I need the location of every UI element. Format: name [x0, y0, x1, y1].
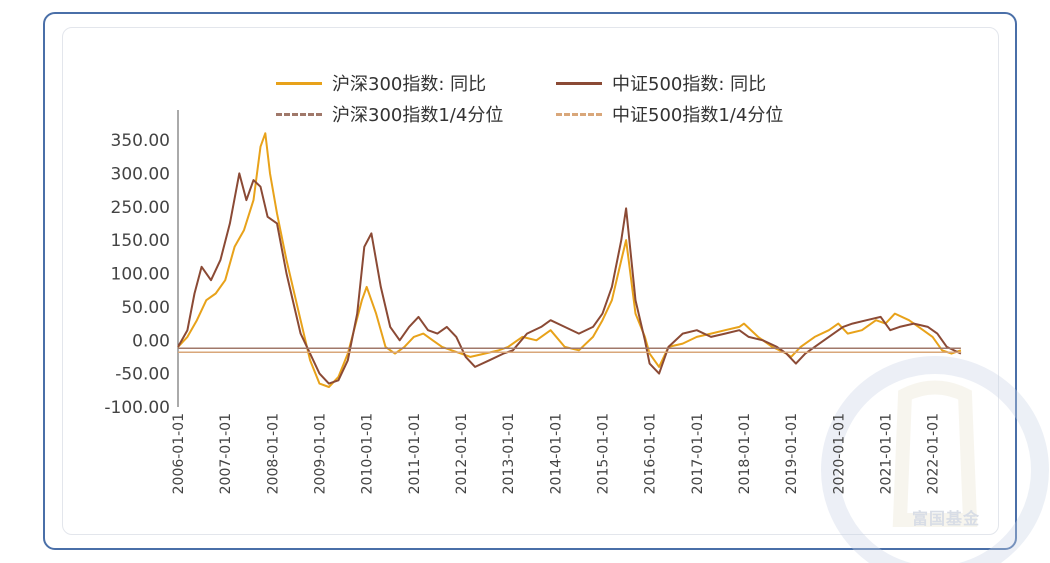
x-tick-label: 2007-01-01 [218, 413, 234, 494]
y-tick-label: 50.00 [121, 298, 170, 318]
x-tick-label: 2008-01-01 [265, 413, 281, 494]
x-tick-label: 2017-01-01 [690, 413, 706, 494]
y-tick-label: 300.00 [111, 164, 170, 184]
y-tick-label: 150.00 [111, 231, 170, 251]
series-line-0 [177, 132, 962, 388]
legend-swatch-hs300-yoy [276, 81, 322, 85]
y-tick-labels: 350.00 300.00 250.00 150.00 100.00 50.00 0.00 -… [104, 131, 170, 418]
x-tick-label: 2015-01-01 [595, 413, 611, 494]
watermark-text: 富国基金 [912, 509, 981, 528]
chart-series [177, 132, 962, 388]
legend-item-zz500-quartile: 中证500指数1/4分位 [556, 101, 783, 127]
watermark-logo [821, 356, 1049, 563]
x-tick-label: 2012-01-01 [454, 413, 470, 494]
legend-swatch-hs300-quartile [276, 112, 322, 116]
y-tick-label: 250.00 [111, 198, 170, 218]
x-tick-label: 2011-01-01 [407, 413, 423, 494]
x-tick-label: 2013-01-01 [501, 413, 517, 494]
y-tick-label: 350.00 [111, 131, 170, 151]
x-tick-labels: 2006-01-01 2007-01-01 2008-01-01 2009-01-01… [171, 413, 942, 494]
x-tick-label: 2014-01-01 [548, 413, 564, 494]
legend-swatch-zz500-yoy [556, 81, 602, 85]
x-tick-label: 2016-01-01 [643, 413, 659, 494]
x-tick-label: 2019-01-01 [784, 413, 800, 494]
x-tick-label: 2020-01-01 [831, 413, 847, 494]
legend-item-zz500-yoy: 中证500指数: 同比 [556, 70, 766, 96]
y-tick-label: 100.00 [111, 265, 170, 285]
legend-label-zz500-quartile: 中证500指数1/4分位 [612, 105, 784, 126]
chart-panel [62, 27, 999, 535]
legend-label-hs300-yoy: 沪深300指数: 同比 [332, 74, 487, 95]
y-tick-label: -100.00 [104, 398, 170, 418]
x-tick-label: 2006-01-01 [171, 413, 187, 494]
x-tick-label: 2018-01-01 [737, 413, 753, 494]
legend-item-hs300-yoy: 沪深300指数: 同比 [276, 70, 486, 96]
x-tick-label: 2009-01-01 [312, 413, 328, 494]
legend-label-zz500-yoy: 中证500指数: 同比 [612, 74, 767, 95]
legend-item-hs300-quartile: 沪深300指数1/4分位 [276, 101, 503, 127]
y-tick-label: -50.00 [115, 365, 170, 385]
legend-swatch-zz500-quartile [556, 112, 602, 116]
chart-frame [43, 12, 1017, 550]
y-tick-label: 0.00 [132, 331, 170, 351]
x-tick-label: 2010-01-01 [360, 413, 376, 494]
x-tick-label: 2022-01-01 [926, 413, 942, 494]
legend-label-hs300-quartile: 沪深300指数1/4分位 [332, 105, 504, 126]
x-tick-label: 2021-01-01 [878, 413, 894, 494]
